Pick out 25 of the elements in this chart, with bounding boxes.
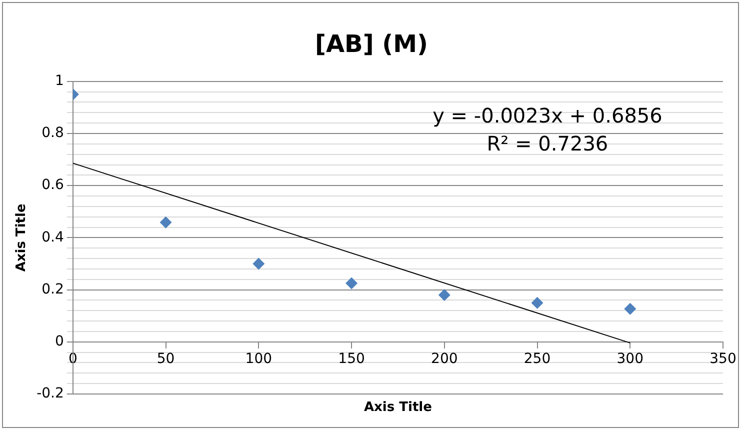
point bbox=[438, 289, 450, 302]
point bbox=[252, 258, 265, 270]
x-tick-label: 300 bbox=[616, 350, 644, 367]
y-tick-label: 1 bbox=[54, 73, 64, 90]
y-tick-label: 0 bbox=[54, 334, 64, 350]
x-tick-label: 50 bbox=[156, 350, 175, 367]
annotation: y = -0.0023x + 0.6856 bbox=[432, 104, 662, 128]
point bbox=[160, 216, 172, 228]
x-tick-label: 150 bbox=[338, 350, 365, 367]
y-tick-label: 0.6 bbox=[42, 177, 64, 194]
point bbox=[531, 296, 544, 309]
point bbox=[624, 302, 636, 315]
y-axis-title: Axis Title bbox=[14, 204, 30, 272]
y-tick-label: 0.2 bbox=[42, 281, 64, 298]
x-tick-label: 350 bbox=[710, 350, 736, 367]
y-tick-label: 0.4 bbox=[42, 229, 64, 246]
x-tick-label: 200 bbox=[431, 350, 458, 367]
chart-title: [AB] (M) bbox=[314, 30, 429, 58]
x-tick-label: 250 bbox=[524, 350, 551, 367]
x-tick-label: 100 bbox=[245, 350, 272, 367]
y-tick-label: 0.8 bbox=[42, 125, 64, 142]
x-axis-title: Axis Title bbox=[364, 400, 432, 415]
annotation: R² = 0.7236 bbox=[486, 132, 608, 156]
point bbox=[346, 277, 358, 290]
y-tick-label: -0.2 bbox=[36, 386, 64, 402]
